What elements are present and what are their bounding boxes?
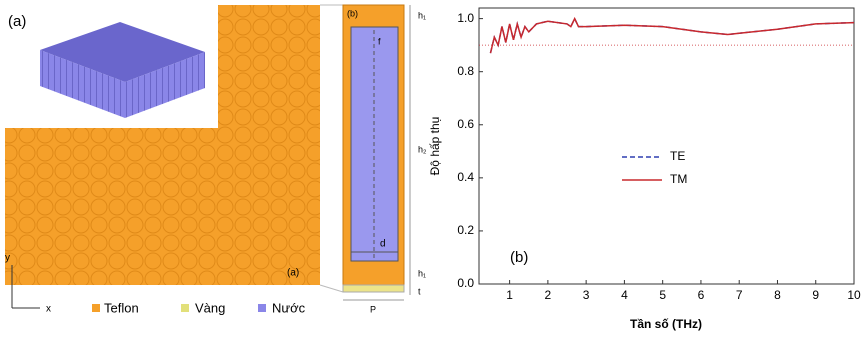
x-tick-label: 6 — [698, 288, 705, 302]
x-axis-title: Tần số (THz) — [630, 317, 702, 331]
x-tick-label: 2 — [545, 288, 552, 302]
y-axis-title: Độ hấp thụ — [428, 117, 442, 176]
label: (b) — [347, 8, 358, 18]
legend-label: Teflon — [104, 300, 139, 315]
legend-label: Vàng — [195, 300, 225, 315]
legend-swatch — [92, 304, 100, 312]
x-tick-label: 5 — [659, 288, 666, 302]
figure: (a) (a) (b) h₁ f h₂ d h₁ t P y x Teflon … — [0, 0, 866, 337]
annotation: (b) — [510, 249, 528, 266]
page: {"chart_data": {"type": "line", "xlabel"… — [0, 0, 866, 337]
y-tick-label: 0.8 — [457, 64, 474, 78]
legend-label: TE — [670, 149, 685, 163]
x-tick-label: 4 — [621, 288, 628, 302]
label: (a) — [287, 268, 299, 279]
dim-label: t — [418, 286, 421, 296]
series-line — [490, 19, 854, 54]
legend-label: Nước — [272, 300, 306, 315]
legend-swatch — [181, 304, 189, 312]
dim-label: h₁ — [418, 10, 426, 20]
y-tick-label: 0.2 — [457, 223, 474, 237]
axis-name: y — [5, 253, 10, 264]
y-tick-label: 1.0 — [457, 11, 474, 25]
axis-name: x — [46, 304, 51, 315]
y-tick-label: 0.6 — [457, 117, 474, 131]
x-tick-label: 9 — [812, 288, 819, 302]
dim-label: d — [380, 239, 386, 250]
series-line — [490, 19, 854, 54]
y-tick-label: 0.0 — [457, 276, 474, 290]
legend-swatch — [258, 304, 266, 312]
zoom-line — [320, 285, 343, 292]
x-tick-label: 1 — [506, 288, 513, 302]
x-tick-label: 3 — [583, 288, 590, 302]
dim-label: P — [370, 304, 376, 314]
legend-label: TM — [670, 172, 687, 186]
x-tick-label: 7 — [736, 288, 743, 302]
gold-layer — [343, 285, 404, 292]
dim-label: h₁ — [418, 268, 426, 278]
x-tick-label: 8 — [774, 288, 781, 302]
x-tick-label: 10 — [847, 288, 861, 302]
plot-frame — [479, 8, 854, 284]
y-tick-label: 0.4 — [457, 170, 474, 184]
dim-label: h₂ — [418, 144, 427, 154]
label: (a) — [8, 13, 26, 30]
